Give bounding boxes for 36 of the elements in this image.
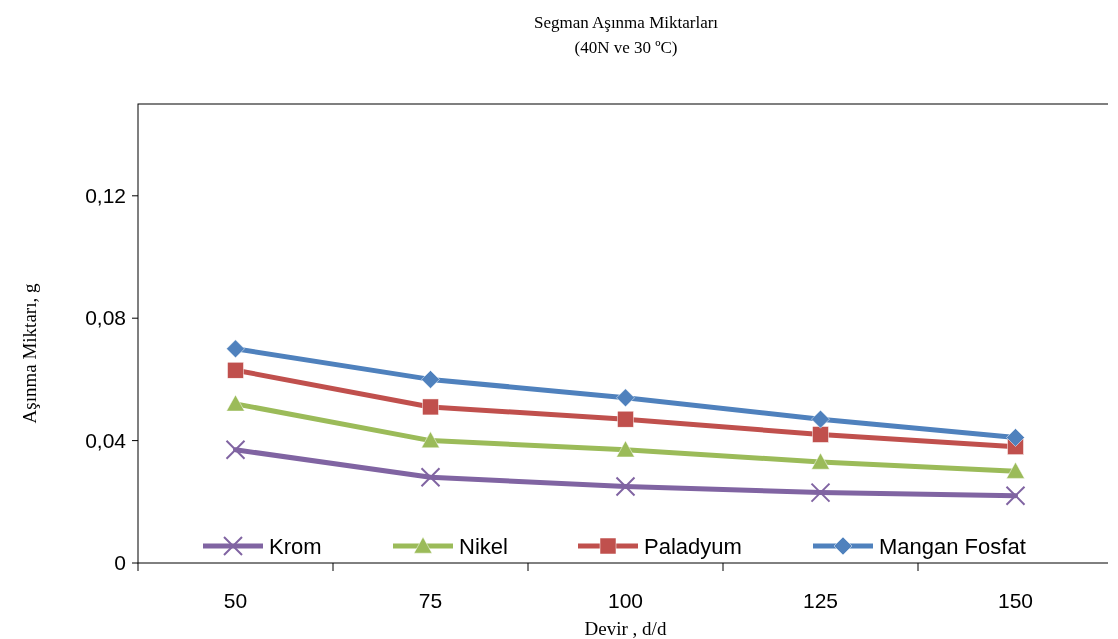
point — [227, 361, 244, 379]
chart-title: Segman Aşınma Miktarları — [533, 13, 719, 32]
point — [616, 440, 635, 458]
point — [420, 467, 441, 488]
legend-label: Krom — [269, 534, 322, 559]
x-tick-label: 125 — [802, 589, 839, 612]
point — [810, 482, 831, 503]
point — [812, 426, 829, 443]
point — [226, 394, 245, 412]
point — [616, 388, 635, 408]
point — [1006, 461, 1025, 479]
x-axis-title: Devir , d/d — [584, 618, 667, 639]
point — [421, 370, 440, 389]
point — [225, 439, 246, 460]
point — [421, 431, 440, 449]
x-tick-label: 75 — [418, 589, 443, 612]
point — [811, 452, 830, 470]
point — [422, 398, 439, 416]
point — [226, 339, 245, 359]
point — [1006, 428, 1025, 447]
x-tick-label: 50 — [223, 589, 248, 612]
y-tick-label: 0,12 — [85, 183, 126, 207]
point — [811, 409, 830, 429]
legend-label: Paladyum — [644, 534, 742, 559]
point — [1005, 485, 1026, 506]
legend-label: Mangan Fosfat — [879, 534, 1026, 559]
chart-subtitle: (40N ve 30 ºC) — [574, 38, 678, 57]
x-tick-label: 150 — [997, 589, 1034, 612]
point — [617, 410, 634, 428]
x-tick-label: 100 — [607, 589, 644, 612]
y-tick-label: 0,04 — [85, 428, 127, 452]
y-tick-label: 0 — [114, 551, 126, 574]
y-axis-title: Aşınma Miktarı, g — [19, 283, 40, 424]
y-tick-label: 0,08 — [85, 306, 126, 330]
legend-label: Nikel — [459, 534, 508, 559]
point — [615, 476, 636, 497]
